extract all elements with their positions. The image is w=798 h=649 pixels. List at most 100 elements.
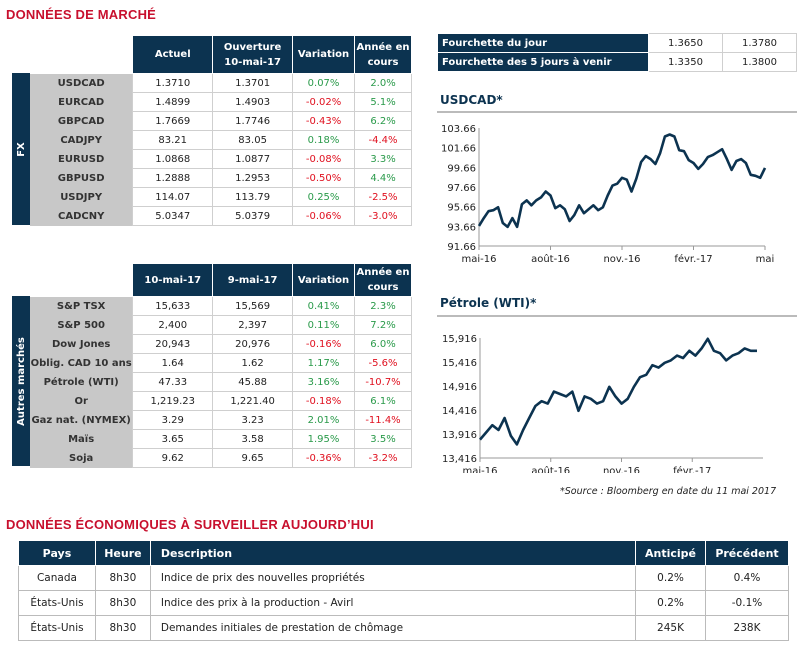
range-label: Fourchette des 5 jours à venir	[437, 52, 649, 72]
ytd-change: 6.0%	[354, 334, 412, 354]
current-value: 114.07	[132, 187, 214, 207]
column-header: Description	[149, 540, 637, 566]
variation: 1.17%	[292, 353, 356, 373]
row-label: GBPCAD	[30, 111, 133, 131]
oil-chart: 15,916 15,416 14,916 14,416 13,916 13,416mai-…	[442, 334, 763, 473]
variation: 0.41%	[292, 296, 356, 316]
current-value: 1.2888	[132, 168, 214, 188]
variation: 0.11%	[292, 315, 356, 335]
current-value: 1,219.23	[132, 391, 214, 411]
table-row: États-Unis 8h30 Demandes initiales de pres…	[18, 615, 789, 641]
other-table: 10-mai-17 9-mai-17 Variation Année en cours…	[30, 263, 412, 468]
current-value: 9.62	[132, 448, 214, 468]
previous-value: 1.2953	[212, 168, 294, 188]
current-value: 1.64	[132, 353, 214, 373]
description: Indice des prix à la production - Avirl	[149, 590, 637, 616]
other-markets-side-label: Autres marchés	[12, 296, 30, 466]
table-row: S&P TSX 15,633 15,569 0.41% 2.3%	[30, 296, 412, 316]
variation: 0.18%	[292, 130, 356, 150]
variation: 2.01%	[292, 410, 356, 430]
table-row: CADCNY 5.0347 5.0379 -0.06% -3.0%	[30, 206, 412, 226]
table-row: S&P 500 2,400 2,397 0.11% 7.2%	[30, 315, 412, 335]
y-tick-label: 95.66	[447, 203, 476, 214]
ytd-change: 3.5%	[354, 429, 412, 449]
column-header: Pays	[18, 540, 96, 566]
current-value: 2,400	[132, 315, 214, 335]
row-label: GBPUSD	[30, 168, 133, 188]
row-label: CADJPY	[30, 130, 133, 150]
variation: -0.50%	[292, 168, 356, 188]
y-tick-label: 103.66	[441, 124, 476, 135]
divider	[437, 111, 797, 113]
previous-value: 5.0379	[212, 206, 294, 226]
table-row: Or 1,219.23 1,221.40 -0.18% 6.1%	[30, 391, 412, 411]
series-line	[479, 337, 757, 446]
previous-value: 20,976	[212, 334, 294, 354]
column-header: Actuel	[132, 35, 214, 74]
variation: -0.08%	[292, 149, 356, 169]
column-header: Année en cours	[354, 35, 412, 74]
series-line	[477, 133, 767, 229]
previous-value: 45.88	[212, 372, 294, 392]
expected: 0.2%	[635, 590, 706, 616]
x-tick-label: août-16	[531, 465, 570, 473]
table-row: GBPCAD 1.7669 1.7746 -0.43% 6.2%	[30, 111, 412, 131]
fx-table: Actuel Ouverture 10-mai-17 Variation Année …	[30, 35, 412, 226]
blank-corner	[30, 36, 133, 74]
row-label: Oblig. CAD 10 ans	[30, 353, 133, 373]
y-tick-label: 13,916	[442, 430, 477, 441]
column-header: Année en cours	[354, 263, 412, 297]
variation: -0.43%	[292, 111, 356, 131]
previous: 0.4%	[705, 565, 789, 591]
y-tick-label: 99.66	[447, 163, 476, 174]
current-value: 15,633	[132, 296, 214, 316]
previous-value: 1.7746	[212, 111, 294, 131]
oil-chart-title: Pétrole (WTI)*	[440, 296, 537, 310]
column-header: Précédent	[705, 540, 789, 566]
ytd-change: -3.2%	[354, 448, 412, 468]
row-label: Maïs	[30, 429, 133, 449]
x-tick-label: nov.-16	[603, 466, 640, 473]
row-label: CADCNY	[30, 206, 133, 226]
time: 8h30	[94, 615, 151, 641]
ytd-change: 3.3%	[354, 149, 412, 169]
column-header: Ouverture 10-mai-17	[212, 35, 294, 74]
table-row: USDCAD 1.3710 1.3701 0.07% 2.0%	[30, 73, 412, 93]
previous-value: 1,221.40	[212, 391, 294, 411]
variation: 0.25%	[292, 187, 356, 207]
current-value: 83.21	[132, 130, 214, 150]
column-header: 10-mai-17	[132, 263, 214, 297]
variation: -0.36%	[292, 448, 356, 468]
range-high: 1.3800	[722, 52, 797, 72]
table-row: USDJPY 114.07 113.79 0.25% -2.5%	[30, 187, 412, 207]
x-tick-label: août-16	[531, 253, 570, 265]
previous-value: 1.4903	[212, 92, 294, 112]
column-header: Variation	[292, 263, 356, 297]
current-value: 20,943	[132, 334, 214, 354]
previous: 238K	[705, 615, 789, 641]
ytd-change: 6.1%	[354, 391, 412, 411]
range-table: Fourchette du jour 1.3650 1.3780 Fourchett…	[437, 33, 797, 72]
table-row: Oblig. CAD 10 ans 1.64 1.62 1.17% -5.6%	[30, 353, 412, 373]
y-tick-label: 13,416	[442, 454, 477, 465]
usdcad-chart: 103.66101.6699.6697.6695.6693.6691.66mai…	[441, 124, 774, 265]
column-header: Variation	[292, 35, 356, 74]
source-note: *Source : Bloomberg en date du 11 mai 20…	[560, 486, 777, 497]
previous-value: 2,397	[212, 315, 294, 335]
y-tick-label: 97.66	[447, 183, 476, 194]
table-row: États-Unis 8h30 Indice des prix à la produ…	[18, 590, 789, 616]
economic-data-title: DONNÉES ÉCONOMIQUES À SURVEILLER AUJOURD…	[6, 517, 374, 532]
current-value: 47.33	[132, 372, 214, 392]
row-label: Soja	[30, 448, 133, 468]
row-label: Or	[30, 391, 133, 411]
row-label: Gaz nat. (NYMEX)	[30, 410, 133, 430]
current-value: 5.0347	[132, 206, 214, 226]
ytd-change: 4.4%	[354, 168, 412, 188]
fx-side-label: FX	[12, 73, 30, 225]
ytd-change: 7.2%	[354, 315, 412, 335]
current-value: 3.29	[132, 410, 214, 430]
time: 8h30	[94, 565, 151, 591]
table-row: Gaz nat. (NYMEX) 3.29 3.23 2.01% -11.4%	[30, 410, 412, 430]
previous-value: 3.23	[212, 410, 294, 430]
table-row: Soja 9.62 9.65 -0.36% -3.2%	[30, 448, 412, 468]
